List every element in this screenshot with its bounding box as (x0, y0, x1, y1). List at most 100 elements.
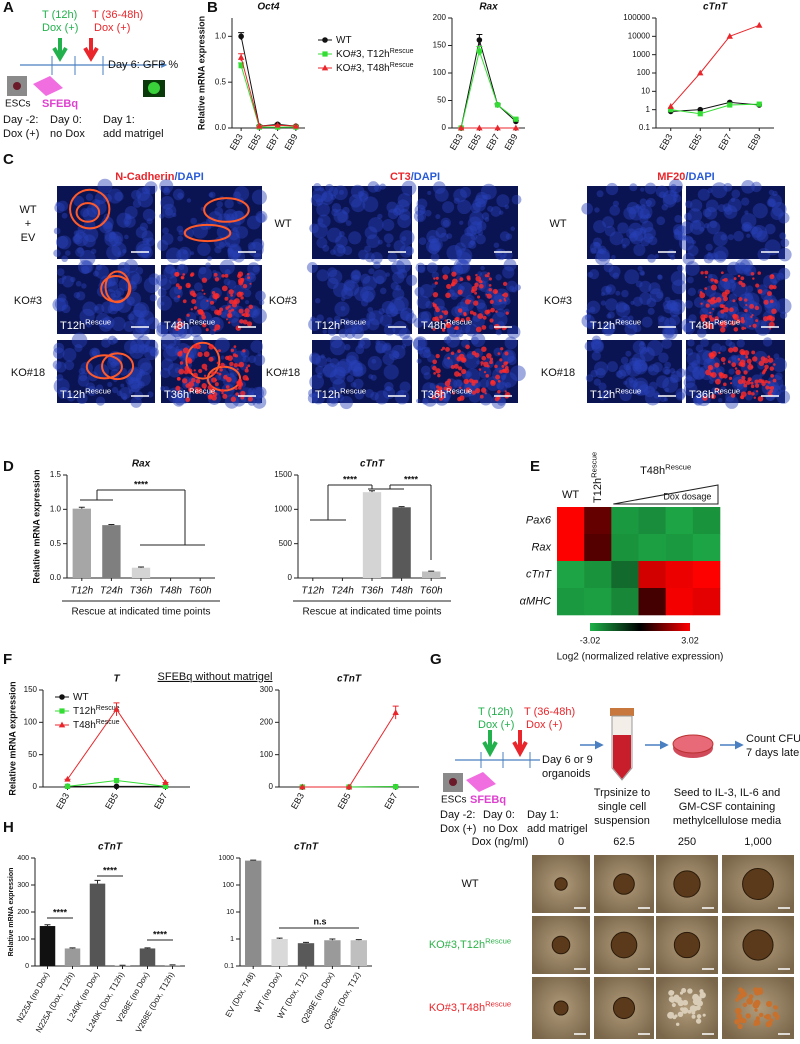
x-tick-label: T12h (301, 586, 324, 597)
stain-signal (767, 355, 771, 359)
stain-signal (218, 372, 222, 376)
point (238, 33, 244, 40)
nucleus (662, 300, 672, 310)
nucleus (138, 368, 144, 374)
stain-signal (242, 349, 246, 353)
stain-signal (481, 346, 487, 352)
nucleus (398, 327, 411, 340)
nucleus (108, 231, 116, 240)
nucleus (142, 344, 151, 353)
stain-signal (174, 325, 181, 331)
stain-signal (751, 392, 755, 396)
stain-signal (441, 310, 444, 313)
chart-title: cTnT (337, 674, 362, 685)
x-tick-label: EB3 (448, 132, 465, 152)
stain-signal (207, 384, 213, 391)
y-tick-label: 0.1 (224, 963, 234, 970)
nucleus (330, 335, 343, 349)
nucleus (684, 200, 693, 208)
colony (551, 935, 571, 955)
nucleus (499, 210, 504, 215)
inset-label: T36hRescue (164, 387, 215, 401)
x-tick-label: EB7 (264, 132, 281, 152)
nucleus (124, 213, 132, 221)
heatmap-cell (638, 507, 666, 535)
stain-signal (471, 381, 476, 386)
nucleus (390, 281, 399, 291)
nucleus (343, 246, 353, 256)
inset-label-sup: Rescue (714, 387, 740, 396)
nucleus (778, 384, 787, 392)
stain-signal (221, 285, 228, 292)
y-tick-label: 100 (222, 882, 234, 889)
chart-title: cTnT (294, 842, 319, 853)
stain-signal (738, 280, 743, 285)
nucleus (370, 251, 383, 264)
nucleus (752, 203, 768, 219)
nucleus (470, 232, 478, 241)
nucleus (646, 297, 657, 308)
nucleus (426, 262, 438, 274)
y-tick-label: 1 (230, 936, 234, 943)
stain-signal (751, 350, 756, 355)
nucleus (360, 286, 376, 302)
stain-signal (237, 273, 242, 279)
stain-signal (723, 373, 728, 379)
point (162, 783, 169, 789)
bar (72, 508, 91, 578)
nucleus (357, 191, 364, 197)
nucleus (368, 268, 375, 275)
nucleus (707, 251, 712, 257)
nucleus (424, 346, 431, 353)
nucleus (476, 221, 487, 232)
cell (742, 991, 748, 997)
nucleus (178, 229, 184, 236)
heatmap-cell (665, 561, 694, 589)
point (494, 124, 501, 131)
nucleus (671, 301, 682, 312)
nucleus (61, 275, 74, 288)
error-bar (144, 947, 151, 949)
schematic-text: Day 6: GFP % (108, 59, 178, 71)
significance-label: **** (53, 907, 68, 917)
stain-signal (209, 300, 215, 305)
series-line (670, 24, 760, 107)
legend-name: KO#3, T48h (336, 63, 390, 74)
stain-signal (247, 276, 251, 280)
nucleus (474, 194, 488, 208)
nucleus (82, 207, 97, 222)
nucleus (476, 302, 488, 313)
nucleus (307, 393, 319, 404)
nucleus (310, 194, 324, 207)
stain-signal (749, 303, 755, 309)
nucleus (645, 348, 650, 353)
bar (102, 525, 121, 578)
stain-signal (740, 362, 746, 368)
nucleus (309, 223, 319, 234)
nucleus (416, 198, 428, 210)
stain-signal (201, 289, 204, 292)
nucleus (704, 206, 718, 220)
nucleus (586, 300, 601, 314)
stain-signal (249, 282, 252, 285)
nucleus (57, 387, 70, 399)
colony (742, 929, 774, 961)
column-label-main: WT (562, 489, 579, 501)
stain-signal (189, 290, 196, 296)
heatmap-cell (665, 588, 694, 616)
x-tick-label: EB9 (746, 132, 763, 152)
row-label: KO#18 (266, 367, 300, 379)
cell (742, 1002, 748, 1008)
stain-signal (474, 282, 479, 288)
stain-signal (197, 351, 203, 358)
nucleus (258, 299, 265, 306)
stain-signal (240, 296, 244, 300)
nucleus (778, 247, 792, 262)
nucleus (247, 262, 261, 276)
nucleus (637, 265, 643, 272)
x-tick-label: T24h (331, 586, 354, 597)
nucleus (339, 396, 353, 410)
nucleus (657, 274, 663, 280)
stain-signal (208, 356, 214, 362)
nucleus (709, 220, 718, 229)
